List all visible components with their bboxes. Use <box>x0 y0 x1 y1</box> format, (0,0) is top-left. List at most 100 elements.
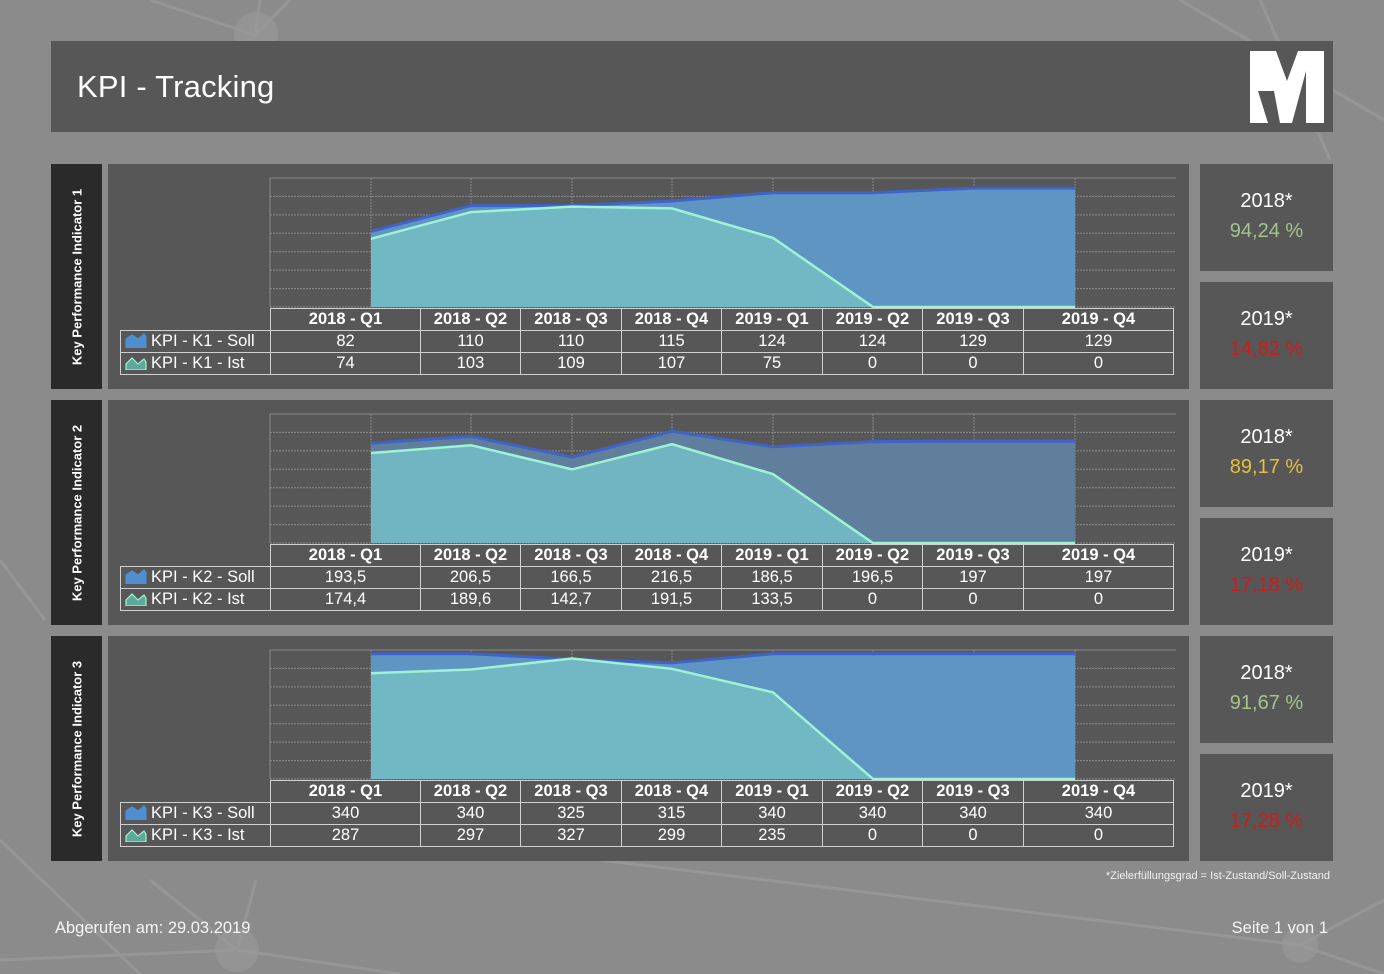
table-cell: 75 <box>721 352 823 375</box>
ist-row: KPI - K2 - Ist 174,4 189,6 142,7 191,5 133,5 0… <box>120 588 1174 611</box>
table-cell: 327 <box>520 824 622 847</box>
legend-label: KPI - K3 - Soll <box>151 804 255 822</box>
column-header: 2018 - Q4 <box>621 780 722 803</box>
ist-line <box>370 205 1075 309</box>
goal-achievement-box-3-2018: 2018* 91,67 % <box>1200 636 1333 743</box>
legend-label: KPI - K1 - Soll <box>151 332 255 350</box>
legend-label: KPI - K3 - Ist <box>151 826 245 844</box>
column-header: 2018 - Q2 <box>420 544 521 567</box>
column-header: 2019 - Q1 <box>721 544 823 567</box>
table-cell: 0 <box>1023 824 1174 847</box>
soll-row: KPI - K1 - Soll 82 110 110 115 124 124 129 129 <box>120 330 1174 353</box>
column-header: 2019 - Q4 <box>1023 544 1174 567</box>
table-cell: 340 <box>270 802 421 825</box>
m-logo-icon <box>1250 51 1324 123</box>
kpi-label-text: Key Performance Indicator 1 <box>69 188 84 365</box>
legend-entry: KPI - K2 - Soll <box>120 566 271 589</box>
table-cell: 186,5 <box>721 566 823 589</box>
table-header-row: 2018 - Q1 2018 - Q2 2018 - Q3 2018 - Q4 2019… <box>121 544 1174 567</box>
result-percentage: 91,67 % <box>1229 692 1304 714</box>
area-chart-ist-icon <box>125 829 147 842</box>
kpi-data-table: 2018 - Q1 2018 - Q2 2018 - Q3 2018 - Q4 2019… <box>120 544 1174 611</box>
table-cell: 340 <box>1023 802 1174 825</box>
table-cell: 197 <box>922 566 1024 589</box>
area-chart-soll-icon <box>125 333 147 348</box>
table-cell: 193,5 <box>270 566 421 589</box>
table-cell: 0 <box>822 352 923 375</box>
result-percentage: 17,28 % <box>1229 810 1304 832</box>
table-cell: 103 <box>420 352 521 375</box>
table-cell: 166,5 <box>520 566 622 589</box>
area-chart <box>269 413 1176 545</box>
result-percentage: 14,82 % <box>1229 338 1304 360</box>
kpi-label-text: Key Performance Indicator 2 <box>69 424 84 601</box>
kpi-label-1: Key Performance Indicator 1 <box>51 164 102 389</box>
column-header: 2019 - Q4 <box>1023 308 1174 331</box>
kpi-chart-panel-3: 2018 - Q1 2018 - Q2 2018 - Q3 2018 - Q4 2019… <box>108 636 1189 861</box>
column-header: 2019 - Q3 <box>922 544 1024 567</box>
page-number: Seite 1 von 1 <box>1231 919 1328 937</box>
table-header-row: 2018 - Q1 2018 - Q2 2018 - Q3 2018 - Q4 2019… <box>121 780 1174 803</box>
table-cell: 216,5 <box>621 566 722 589</box>
column-header: 2018 - Q3 <box>520 780 622 803</box>
table-cell: 110 <box>420 330 521 353</box>
ist-row: KPI - K1 - Ist 74 103 109 107 75 0 0 0 <box>120 352 1174 375</box>
goal-achievement-box-2-2019: 2019* 17,18 % <box>1200 518 1333 625</box>
table-cell: 189,6 <box>420 588 521 611</box>
column-header: 2018 - Q3 <box>520 308 622 331</box>
table-header-row: 2018 - Q1 2018 - Q2 2018 - Q3 2018 - Q4 2019… <box>121 308 1174 331</box>
table-cell: 82 <box>270 330 421 353</box>
result-year: 2019* <box>1240 308 1293 330</box>
table-cell: 0 <box>822 824 923 847</box>
ist-line <box>370 442 1075 545</box>
table-cell: 206,5 <box>420 566 521 589</box>
legend-entry: KPI - K2 - Ist <box>120 588 271 611</box>
table-cell: 340 <box>721 802 823 825</box>
area-chart-soll-icon <box>125 569 147 584</box>
soll-line <box>371 652 1075 665</box>
column-header: 2019 - Q2 <box>822 780 923 803</box>
column-header: 2018 - Q1 <box>270 780 421 803</box>
table-cell: 115 <box>621 330 722 353</box>
column-header: 2018 - Q1 <box>270 308 421 331</box>
table-cell: 197 <box>1023 566 1174 589</box>
kpi-label-text: Key Performance Indicator 3 <box>69 660 84 837</box>
result-percentage: 94,24 % <box>1229 220 1304 242</box>
result-year: 2019* <box>1240 544 1293 566</box>
table-cell: 74 <box>270 352 421 375</box>
table-cell: 299 <box>621 824 722 847</box>
table-cell: 0 <box>822 588 923 611</box>
kpi-data-table: 2018 - Q1 2018 - Q2 2018 - Q3 2018 - Q4 2019… <box>120 780 1174 847</box>
legend-entry: KPI - K1 - Soll <box>120 330 271 353</box>
ist-area <box>371 444 1075 543</box>
table-cell: 0 <box>1023 588 1174 611</box>
page-title: KPI - Tracking <box>77 69 275 104</box>
result-year: 2018* <box>1240 662 1293 684</box>
table-cell: 0 <box>922 824 1024 847</box>
column-header: 2018 - Q1 <box>270 544 421 567</box>
table-cell: 110 <box>520 330 622 353</box>
result-percentage: 89,17 % <box>1229 456 1304 478</box>
area-chart <box>269 177 1176 309</box>
legend-label: KPI - K2 - Soll <box>151 568 255 586</box>
legend-entry: KPI - K3 - Soll <box>120 802 271 825</box>
area-chart <box>269 649 1176 781</box>
table-cell: 142,7 <box>520 588 622 611</box>
footnote: *Zielerfüllungsgrad = Ist-Zustand/Soll-Z… <box>1105 870 1330 882</box>
table-cell: 325 <box>520 802 622 825</box>
result-year: 2019* <box>1240 780 1293 802</box>
table-cell: 297 <box>420 824 521 847</box>
table-cell: 124 <box>721 330 823 353</box>
column-header: 2019 - Q3 <box>922 780 1024 803</box>
soll-line <box>370 186 1075 233</box>
table-cell: 129 <box>922 330 1024 353</box>
ist-row: KPI - K3 - Ist 287 297 327 299 235 0 0 0 <box>120 824 1174 847</box>
ist-area <box>371 206 1075 307</box>
kpi-label-3: Key Performance Indicator 3 <box>51 636 102 861</box>
result-year: 2018* <box>1240 426 1293 448</box>
area-chart-ist-icon <box>125 357 147 370</box>
table-cell: 133,5 <box>721 588 823 611</box>
column-header: 2018 - Q4 <box>621 308 722 331</box>
table-cell: 196,5 <box>822 566 923 589</box>
